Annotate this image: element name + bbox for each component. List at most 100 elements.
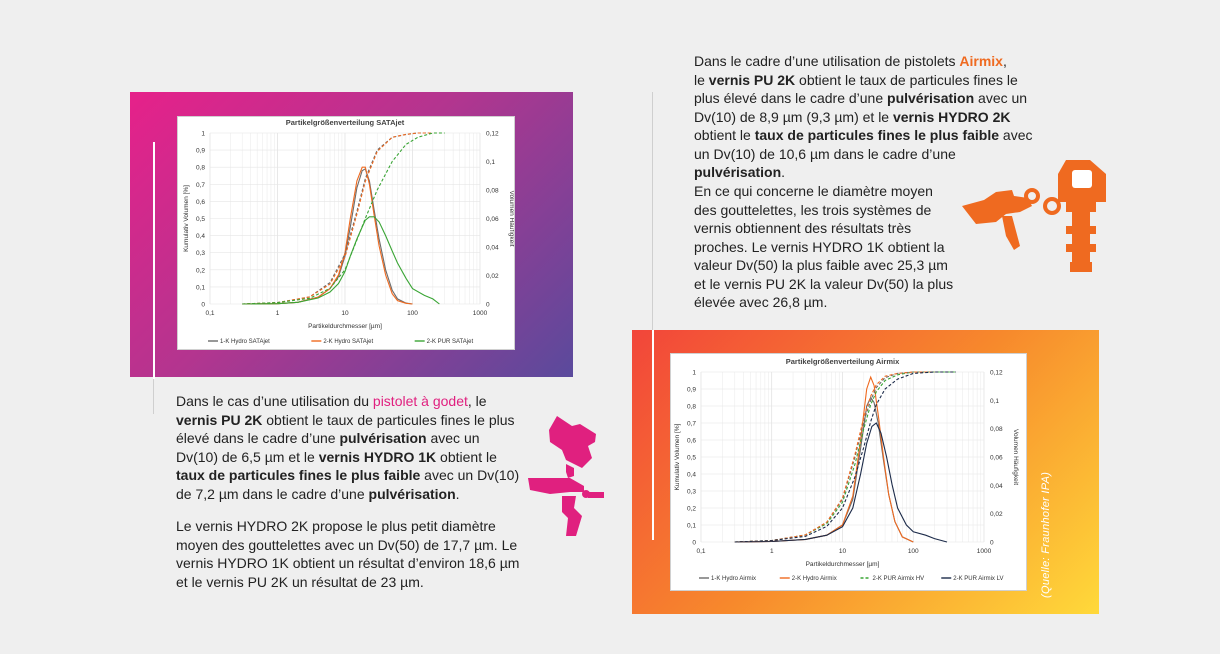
text-span: obtient le — [436, 448, 497, 465]
text-span: obtient le — [694, 127, 755, 143]
bold-text: vernis PU 2K — [176, 411, 263, 428]
y-tick-label-right: 0,08 — [990, 426, 1003, 433]
text-span: obtient le taux de particules fines le p… — [176, 411, 515, 447]
series-line-6 — [734, 371, 956, 543]
text-span: obtient le taux de particules fines le p… — [694, 71, 1018, 107]
x-axis-label: Partikeldurchmesser [µm] — [806, 561, 880, 568]
divider-line-right-overlay — [652, 330, 654, 540]
y-tick-label-left: 0,8 — [196, 165, 205, 172]
y-tick-label-left: 0,3 — [196, 250, 205, 257]
bold-text: pulvérisation — [339, 430, 427, 446]
x-tick-label: 1000 — [977, 548, 992, 555]
y-tick-label-left: 0,1 — [687, 523, 696, 530]
y-tick-label-right: 0 — [486, 302, 490, 309]
text-block-airmix: Dans le cadre d’une utilisation de pisto… — [694, 52, 1034, 196]
y-tick-label-left: 0 — [201, 302, 205, 309]
x-tick-label: 1000 — [473, 310, 488, 317]
y-tick-label-left: 0,6 — [687, 438, 696, 445]
x-tick-label: 1 — [770, 548, 774, 555]
spray-gun-cup-icon — [528, 416, 604, 536]
x-tick-label: 0,1 — [696, 548, 705, 555]
y-axis-label-left: Kumulativ Volumen [%] — [674, 423, 681, 490]
text-span: avec un Dv(10) de 6,5 µm et le — [176, 430, 480, 465]
legend-label: 2-K PUR Airmix HV — [873, 576, 925, 582]
text-span: , le — [467, 393, 487, 409]
y-tick-label-right: 0,08 — [486, 188, 499, 195]
y-tick-label-left: 0,4 — [687, 472, 696, 479]
chart-airmix-svg: Partikelgrößenverteilung Airmix00,10,20,… — [674, 357, 1019, 582]
legend-label: 2-K Hydro SATAjet — [323, 339, 373, 345]
series-line-1 — [242, 166, 413, 305]
series-line-0 — [242, 168, 413, 305]
series-line-4 — [242, 132, 433, 305]
y-tick-label-right: 0,12 — [990, 370, 1003, 377]
paragraph-satajet-diameter: Le vernis HYDRO 2K propose le plus petit… — [176, 518, 520, 590]
series-line-1 — [734, 375, 914, 543]
text-block-satajet: Dans le cas d’une utilisation du pistole… — [176, 392, 521, 605]
y-tick-label-right: 0,06 — [990, 455, 1003, 462]
x-tick-label: 1 — [276, 310, 280, 317]
y-tick-label-left: 0,3 — [687, 489, 696, 496]
y-tick-label-right: 0,04 — [486, 245, 499, 252]
text-span: avec un Dv(10) de 8,9 µm (9,3 µm) et le — [694, 90, 1028, 125]
bold-text: pulvérisation — [694, 164, 782, 180]
y-tick-label-left: 0 — [692, 540, 696, 547]
paragraph-airmix-diameter: En ce qui concerne le diamètre moyen des… — [694, 183, 954, 310]
legend-label: 2-K PUR Airmix LV — [953, 576, 1003, 582]
y-tick-label-right: 0,1 — [486, 159, 495, 166]
bold-text: taux de particules fines le plus faible — [754, 127, 1000, 143]
x-tick-label: 0,1 — [205, 310, 214, 317]
chart-satajet-svg: Partikelgrößenverteilung SATAjet00,10,20… — [183, 118, 514, 345]
y-tick-label-left: 0,9 — [196, 148, 205, 155]
y-tick-label-left: 0,8 — [687, 404, 696, 411]
chart-title: Partikelgrößenverteilung SATAjet — [286, 118, 405, 127]
series-line-0 — [734, 396, 914, 543]
x-tick-label: 100 — [908, 548, 919, 555]
text-span: . — [781, 164, 786, 180]
source-credit: (Quelle: Fraunhofer IPA) — [1040, 471, 1052, 598]
text-span: le — [694, 71, 709, 88]
divider-line-left-lower — [153, 379, 154, 414]
y-tick-label-right: 0 — [990, 540, 994, 547]
chart-airmix: Partikelgrößenverteilung Airmix 0 0,1 0,2 0,… — [670, 353, 1027, 591]
y-tick-label-right: 0,02 — [990, 511, 1003, 518]
paragraph-satajet-fines: Dans le cas d’une utilisation du pistole… — [176, 392, 521, 503]
chart-satajet: Partikelgrößenverteilung SATAjet 0 0,1 0,2 0… — [177, 116, 515, 350]
series-line-2 — [242, 216, 440, 305]
text-span: avec un Dv(10) de 10,6 µm dans le cadre … — [694, 127, 1033, 162]
text-block-airmix-diameter: En ce qui concerne le diamètre moyen des… — [694, 182, 959, 326]
y-axis-label-right: Volumen Häufigkeit — [508, 190, 514, 246]
bold-text: vernis HYDRO 2K — [892, 108, 1011, 125]
bold-text: vernis HYDRO 1K — [318, 448, 437, 465]
highlight-pistolet: pistolet à godet — [372, 393, 468, 409]
highlight-airmix: Airmix — [959, 53, 1003, 69]
y-tick-label-left: 0,2 — [687, 506, 696, 513]
y-tick-label-left: 1 — [692, 370, 696, 377]
bold-text: taux de particules fines le plus faible — [176, 467, 421, 483]
y-tick-label-right: 0,06 — [486, 216, 499, 223]
bold-text: pulvérisation — [887, 90, 975, 106]
legend-label: 2-K PUR SATAjet — [427, 339, 474, 345]
series-line-5 — [242, 132, 445, 305]
x-axis-label: Partikeldurchmesser [µm] — [308, 323, 382, 330]
y-tick-label-right: 0,1 — [990, 398, 999, 405]
y-tick-label-left: 0,9 — [687, 387, 696, 394]
text-span: Dans le cadre d’une utilisation de pisto… — [694, 53, 960, 69]
legend-label: 2-K Hydro Airmix — [792, 576, 837, 582]
y-tick-label-right: 0,02 — [486, 273, 499, 280]
y-axis-label-right: Volumen Häufigkeit — [1012, 429, 1019, 485]
legend-label: 1-K Hydro Airmix — [711, 576, 756, 582]
divider-line-top — [652, 92, 653, 330]
divider-line-left-overlay — [153, 142, 155, 379]
spray-gun-airmix-icon — [962, 160, 1106, 272]
x-tick-label: 10 — [839, 548, 847, 555]
legend-label: 1-K Hydro SATAjet — [220, 339, 270, 345]
y-tick-label-left: 1 — [201, 131, 205, 138]
y-tick-label-left: 0,7 — [196, 182, 205, 189]
series-line-3 — [734, 422, 948, 543]
chart-title: Partikelgrößenverteilung Airmix — [786, 357, 900, 366]
text-span: Dans le cas d’une utilisation du — [176, 393, 373, 409]
y-tick-label-right: 0,12 — [486, 131, 499, 138]
text-span: . — [455, 485, 460, 502]
y-tick-label-left: 0,1 — [196, 284, 205, 291]
